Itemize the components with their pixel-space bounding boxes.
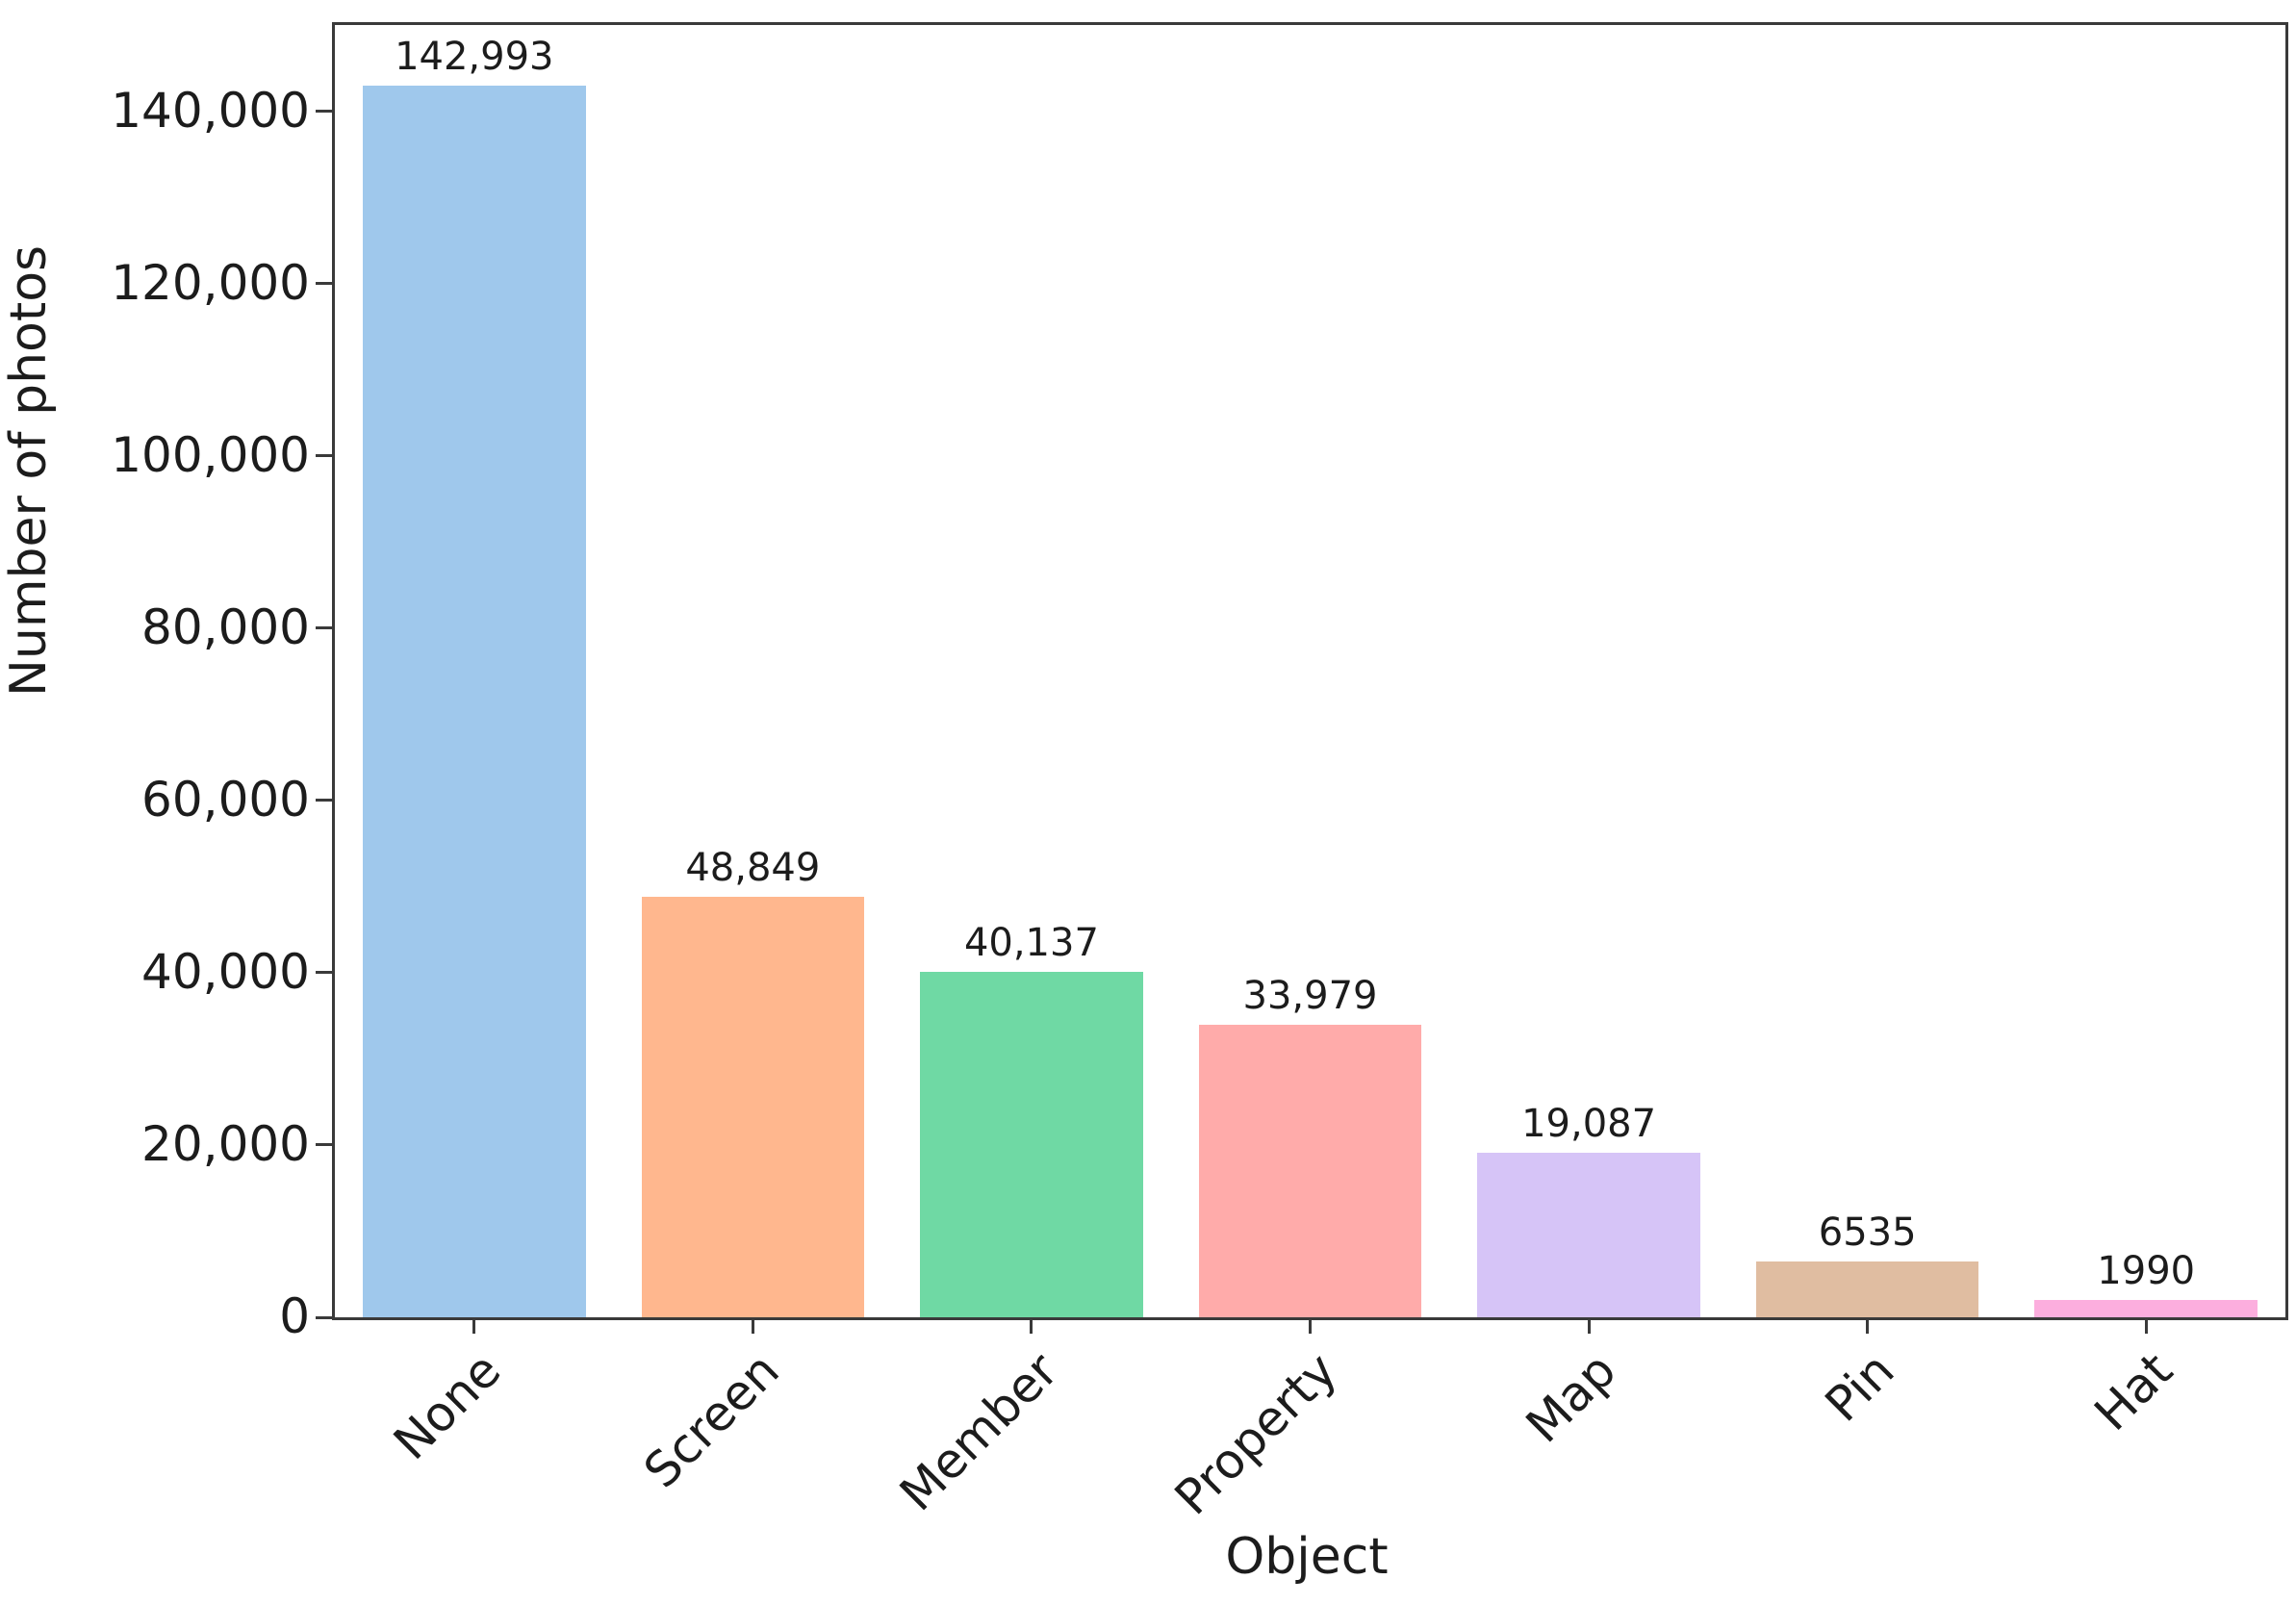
x-tick-mark xyxy=(1030,1317,1033,1334)
y-tick-mark xyxy=(316,1143,332,1147)
bar-none xyxy=(362,85,586,1317)
y-tick-label: 140,000 xyxy=(111,82,310,139)
y-tick-label: 80,000 xyxy=(141,599,310,655)
bar-screen xyxy=(641,896,865,1317)
y-tick-label: 20,000 xyxy=(141,1115,310,1172)
bar-map xyxy=(1477,1153,1700,1317)
y-tick-label: 60,000 xyxy=(141,771,310,828)
x-tick-mark xyxy=(751,1317,754,1334)
x-tick-label: Screen xyxy=(633,1341,791,1499)
bar-value-label: 6535 xyxy=(1818,1210,1917,1255)
x-tick-mark xyxy=(2144,1317,2148,1334)
bar-pin xyxy=(1755,1261,1979,1317)
x-tick-mark xyxy=(1587,1317,1591,1334)
x-tick-mark xyxy=(472,1317,476,1334)
bar-member xyxy=(920,971,1143,1317)
y-tick-label: 100,000 xyxy=(111,426,310,483)
y-tick-label: 120,000 xyxy=(111,254,310,311)
y-tick-mark xyxy=(316,282,332,286)
x-tick-label: Member xyxy=(889,1341,1069,1522)
y-tick-mark xyxy=(316,626,332,630)
y-tick-mark xyxy=(316,454,332,458)
x-tick-label: Map xyxy=(1515,1341,1626,1454)
x-tick-label: None xyxy=(383,1341,512,1471)
y-tick-mark xyxy=(316,110,332,114)
y-tick-label: 40,000 xyxy=(141,943,310,1000)
y-tick-mark xyxy=(316,799,332,802)
bar-property xyxy=(1198,1024,1422,1317)
bar-value-label: 48,849 xyxy=(685,845,821,890)
x-tick-mark xyxy=(1866,1317,1870,1334)
bar-hat xyxy=(2034,1300,2258,1317)
x-tick-mark xyxy=(1309,1317,1312,1334)
x-axis-label: Object xyxy=(1225,1528,1389,1586)
bar-value-label: 142,993 xyxy=(395,34,554,79)
bar-value-label: 33,979 xyxy=(1242,973,1378,1018)
bar-value-label: 1990 xyxy=(2097,1249,2196,1294)
y-tick-mark xyxy=(316,971,332,975)
bar-value-label: 40,137 xyxy=(963,920,1099,965)
x-tick-label: Property xyxy=(1163,1341,1348,1526)
x-tick-label: Hat xyxy=(2083,1341,2184,1442)
y-tick-mark xyxy=(316,1315,332,1319)
plot-area: 0 20,000 40,000 60,000 80,000 100,000 120,000 1… xyxy=(111,22,2288,1525)
bar-value-label: 19,087 xyxy=(1521,1102,1657,1147)
y-tick-label: 0 xyxy=(279,1288,310,1344)
x-tick-label: Pin xyxy=(1814,1341,1905,1433)
